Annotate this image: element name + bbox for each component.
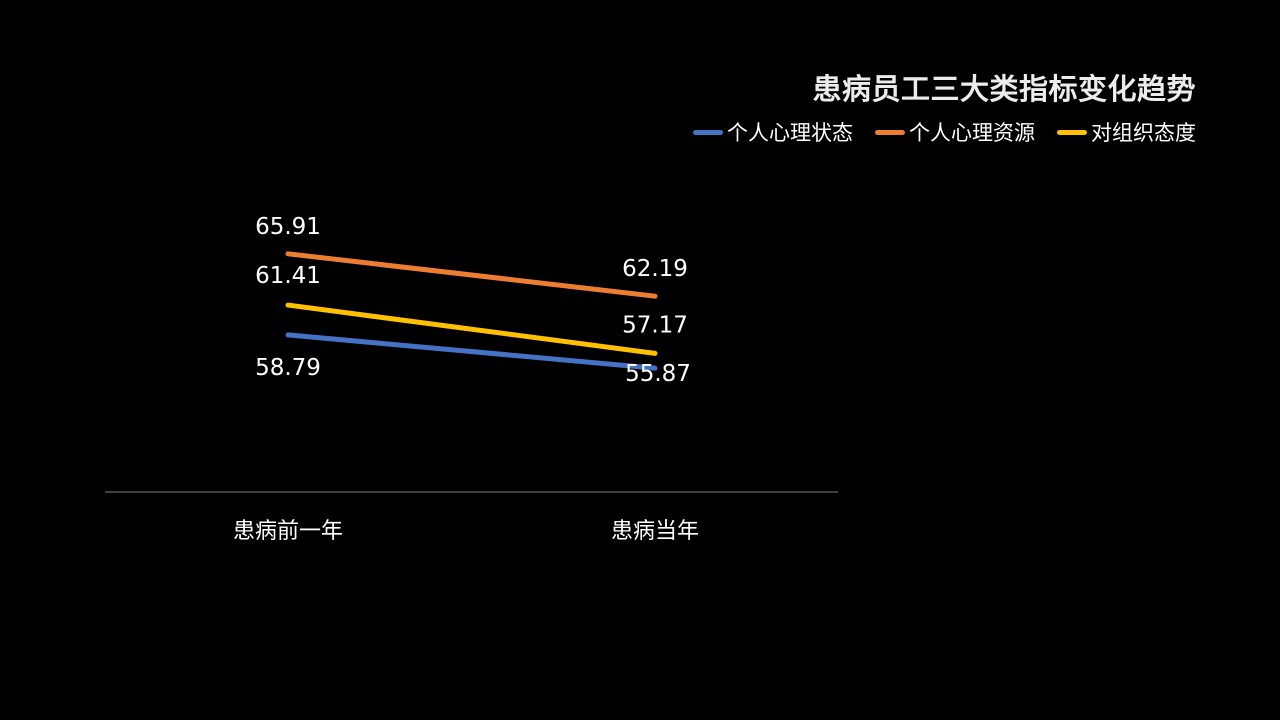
legend-label-psych-resources: 个人心理资源 <box>909 121 1035 145</box>
data-label-org-attitude: 61.41 <box>255 263 321 289</box>
series-line-org-attitude <box>285 302 658 356</box>
series-line-psych-state <box>285 332 658 371</box>
legend-swatch-psych-state <box>693 129 723 135</box>
data-label-psych-resources: 62.19 <box>622 256 688 282</box>
legend-item-psych-resources: 个人心理资源 <box>875 117 1035 147</box>
legend-swatch-org-attitude <box>1057 129 1087 135</box>
data-label-psych-state: 55.87 <box>625 361 691 387</box>
x-tick-label: 患病当年 <box>611 519 699 544</box>
data-label-psych-state: 58.79 <box>255 355 321 381</box>
legend-item-psych-state: 个人心理状态 <box>693 117 853 147</box>
data-label-psych-resources: 65.91 <box>255 214 321 240</box>
series-line-psych-resources <box>285 251 658 299</box>
chart-title: 患病员工三大类指标变化趋势 <box>812 72 1196 106</box>
x-tick-label: 患病前一年 <box>233 519 343 544</box>
legend-label-psych-state: 个人心理状态 <box>727 121 853 145</box>
data-label-org-attitude: 57.17 <box>622 312 688 338</box>
chart-legend: 个人心理状态 个人心理资源 对组织态度 <box>693 117 1196 147</box>
legend-item-org-attitude: 对组织态度 <box>1057 117 1196 147</box>
legend-label-org-attitude: 对组织态度 <box>1091 121 1196 145</box>
legend-swatch-psych-resources <box>875 129 905 135</box>
